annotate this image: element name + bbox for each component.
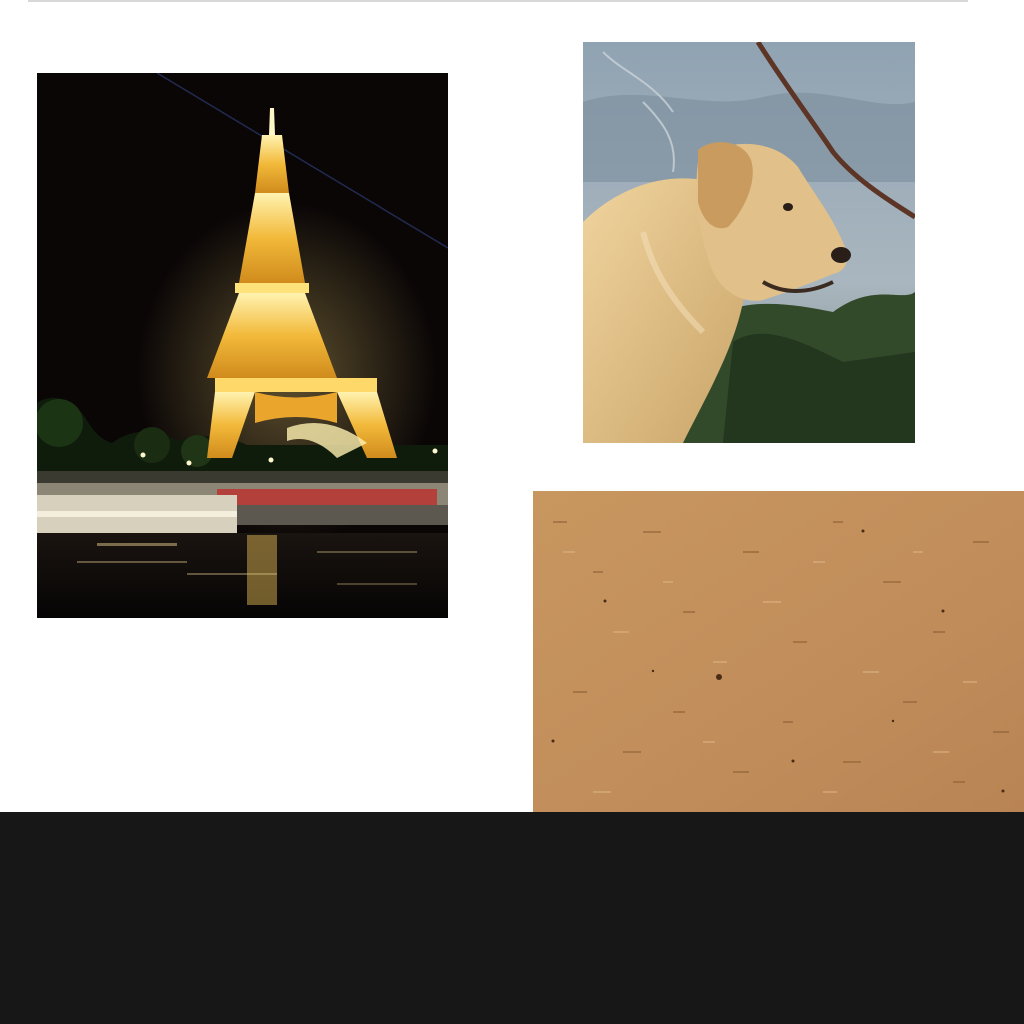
golden-dog-image [583,42,915,443]
bottom-dark-bar [0,812,1024,1024]
eiffel-tower-photo[interactable] [37,73,448,618]
cork-texture-photo[interactable] [533,491,1024,812]
dog-photo[interactable] [583,42,915,443]
cork-texture-image [533,491,1024,812]
eiffel-tower-image [37,73,448,618]
top-divider [28,0,968,2]
